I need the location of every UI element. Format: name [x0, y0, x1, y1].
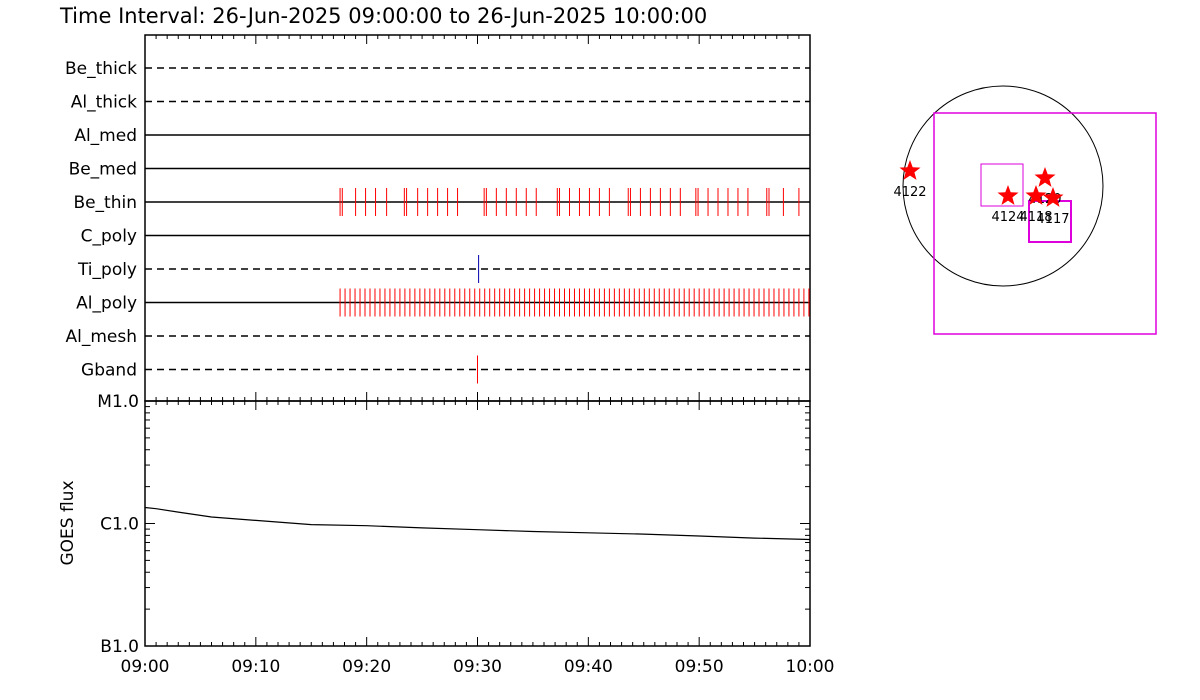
region-star-4118 [1025, 185, 1047, 205]
region-label-4118: 4118 [1019, 210, 1052, 225]
region-label-4124: 4124 [991, 210, 1024, 225]
goes-ticks [144, 401, 811, 647]
region-star-4124 [997, 185, 1019, 205]
row-label-c_poly: C_poly [81, 227, 137, 247]
goes-y-tick-label: C1.0 [100, 515, 139, 535]
row-label-ti_poly: Ti_poly [77, 260, 137, 280]
goes-flux-line [144, 506, 811, 541]
x-tick-labels: 09:00 09:10 09:20 09:30 09:40 09:50 10:00 [121, 657, 835, 677]
region-label-4122: 4122 [893, 185, 926, 200]
solar-limb [902, 85, 1104, 287]
row-label-be_med: Be_med [69, 160, 137, 180]
fov-box-small [980, 163, 1024, 207]
row-label-be_thin: Be_thin [73, 193, 137, 213]
goes-y-tick-label: B1.0 [100, 637, 139, 657]
goes-panel: M1.0C1.0B1.0 GOES flux 09:00 09:10 09:20 09… [58, 392, 835, 677]
row-label-be_thick: Be_thick [65, 59, 137, 79]
title: Time Interval: 26-Jun-2025 09:00:00 to 2… [59, 4, 707, 28]
row-label-al_mesh: Al_mesh [65, 327, 137, 347]
x-tick-label: 09:10 [231, 657, 280, 677]
x-tick-label: 09:50 [675, 657, 724, 677]
x-tick-label: 09:30 [453, 657, 502, 677]
timeline-panel: Be_thick Al_thick Al_med Be_med Be_thin C_pol… [65, 34, 811, 402]
x-tick-label: 09:20 [342, 657, 391, 677]
goes-ylabel: GOES flux [58, 480, 78, 565]
row-label-gband: Gband [81, 361, 137, 381]
x-tick-label: 10:00 [786, 657, 835, 677]
region-star-4120 [1034, 167, 1056, 187]
goes-y-tick-label: M1.0 [97, 392, 139, 412]
row-label-al_poly: Al_poly [76, 294, 137, 314]
region-star-4122 [899, 160, 921, 180]
timeline-frame [144, 34, 811, 402]
goes-frame [144, 400, 811, 647]
timeline-rows: Be_thick Al_thick Al_med Be_med Be_thin C_pol… [65, 59, 810, 384]
region-star-4117 [1042, 187, 1064, 207]
x-tick-label: 09:40 [564, 657, 613, 677]
region-label-4117: 4117 [1036, 212, 1069, 227]
fov-box-large [933, 112, 1157, 335]
row-label-al_thick: Al_thick [71, 93, 137, 113]
row-label-al_med: Al_med [74, 126, 137, 146]
timeline-ticks [144, 35, 811, 401]
x-tick-label: 09:00 [121, 657, 170, 677]
goes-y-tick-labels: M1.0 C1.0 B1.0 [97, 392, 139, 657]
